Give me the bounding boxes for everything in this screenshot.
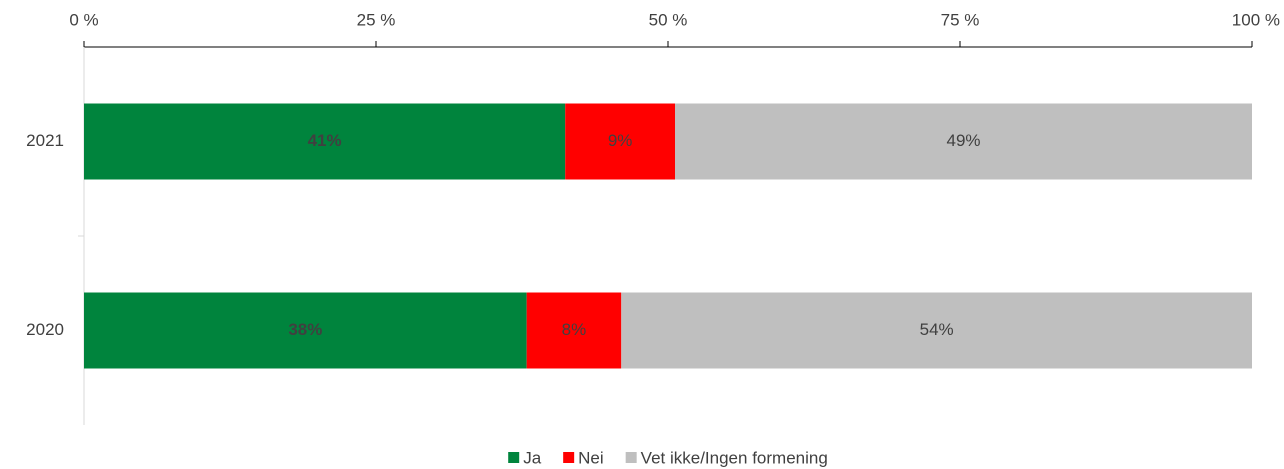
legend-label: Ja — [523, 448, 542, 467]
legend-swatch — [508, 452, 520, 463]
x-tick-label: 75 % — [941, 10, 980, 29]
bar-segment — [675, 103, 1252, 180]
legend-swatch — [625, 452, 637, 463]
legend-swatch — [563, 452, 575, 463]
y-tick-label: 2021 — [26, 131, 64, 150]
bar-segment — [565, 103, 676, 180]
data-label: 38% — [288, 320, 322, 339]
x-tick-label: 100 % — [1232, 10, 1280, 29]
data-label: 49% — [946, 131, 980, 150]
x-tick-label: 0 % — [69, 10, 98, 29]
bar-segment — [621, 292, 1252, 369]
legend-label: Vet ikke/Ingen formening — [641, 448, 828, 467]
x-tick-label: 50 % — [649, 10, 688, 29]
x-tick-label: 25 % — [357, 10, 396, 29]
y-tick-label: 2020 — [26, 320, 64, 339]
data-label: 8% — [562, 320, 587, 339]
bar-segment — [84, 292, 527, 369]
data-label: 41% — [308, 131, 342, 150]
data-label: 54% — [920, 320, 954, 339]
legend-label: Nei — [578, 448, 604, 467]
data-label: 9% — [608, 131, 633, 150]
bar-segment — [84, 103, 566, 180]
bar-segment — [526, 292, 622, 369]
